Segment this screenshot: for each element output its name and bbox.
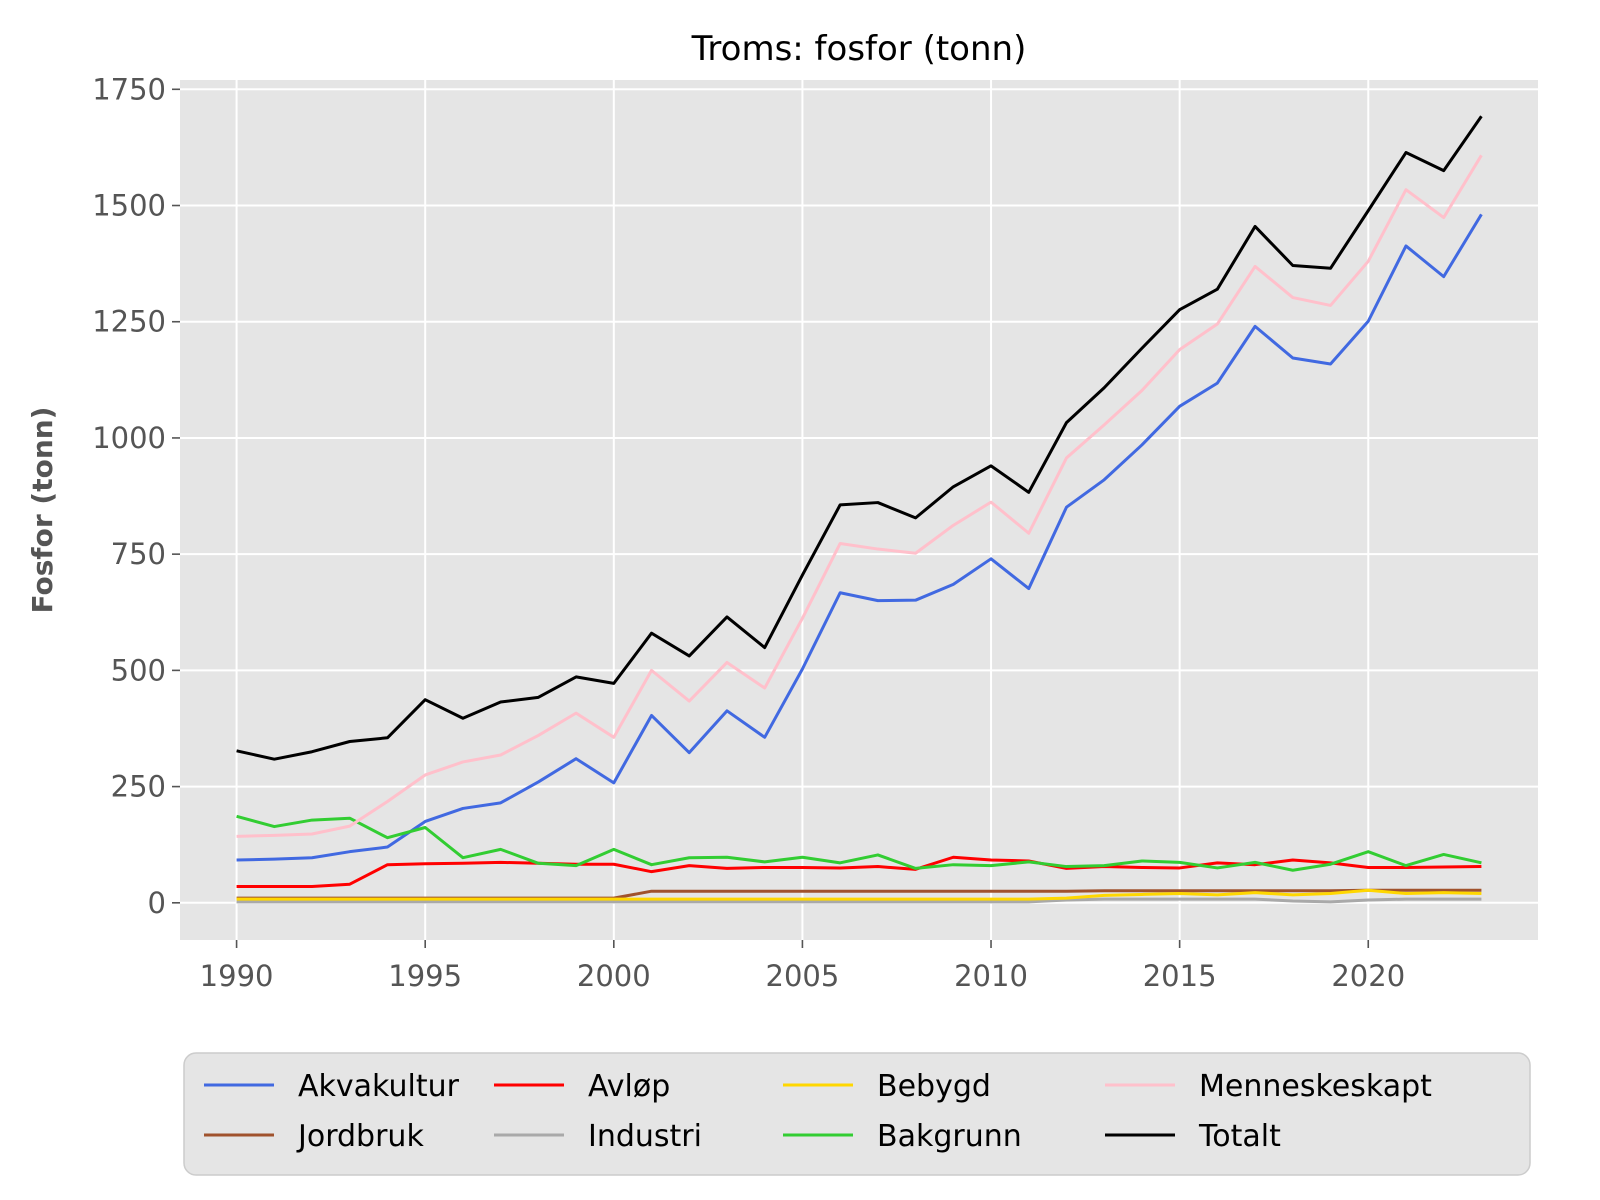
x-tick-label: 2005 — [766, 959, 840, 993]
x-tick-label: 2000 — [577, 959, 651, 993]
y-tick-label: 250 — [111, 770, 166, 804]
legend-label-bakgrunn: Bakgrunn — [877, 1119, 1022, 1154]
legend-label-avløp: Avløp — [588, 1069, 670, 1104]
x-tick-label: 1995 — [388, 959, 462, 993]
legend: Akvakultur Avløp Bebygd Menneskeskapt Jordbr… — [183, 1052, 1531, 1176]
y-tick-label: 1500 — [92, 189, 166, 223]
y-tick-label: 1000 — [92, 421, 166, 455]
series-line-totalt — [236, 115, 1483, 761]
y-tick-label: 0 — [148, 886, 166, 920]
series-lines — [236, 115, 1483, 904]
x-tick-label: 2015 — [1143, 959, 1217, 993]
legend-label-totalt: Totalt — [1198, 1119, 1281, 1154]
y-tick-label: 1250 — [92, 305, 166, 339]
legend-label-jordbruk: Jordbruk — [296, 1119, 424, 1154]
legend-label-menneskeskapt: Menneskeskapt — [1199, 1069, 1432, 1104]
series-line-bakgrunn — [236, 814, 1482, 872]
legend-label-industri: Industri — [588, 1119, 702, 1154]
series-line-bebygd — [236, 888, 1482, 901]
series-line-menneskeskapt — [236, 154, 1483, 838]
x-tick-label: 2020 — [1331, 959, 1405, 993]
y-tick-label: 500 — [111, 653, 166, 687]
y-tick-label: 750 — [111, 537, 166, 571]
y-axis-ticks: 0 250 500 750 1000 1250 1500 1750 — [92, 72, 180, 920]
y-tick-label: 1750 — [92, 72, 166, 106]
x-axis-ticks: 1990 1995 2000 2005 2010 2015 2020 — [200, 940, 1405, 993]
chart-title: Troms: fosfor (tonn) — [691, 29, 1027, 69]
plot-background — [180, 80, 1538, 940]
x-tick-label: 1990 — [200, 959, 274, 993]
y-axis-label: Fosfor (tonn) — [26, 407, 59, 614]
series-line-industri — [236, 897, 1482, 904]
grid-lines — [180, 80, 1538, 940]
legend-label-bebygd: Bebygd — [877, 1069, 991, 1104]
series-line-avløp — [236, 855, 1482, 889]
x-tick-label: 2010 — [954, 959, 1028, 993]
series-line-akvakultur — [236, 213, 1483, 862]
legend-label-akvakultur: Akvakultur — [298, 1069, 460, 1104]
